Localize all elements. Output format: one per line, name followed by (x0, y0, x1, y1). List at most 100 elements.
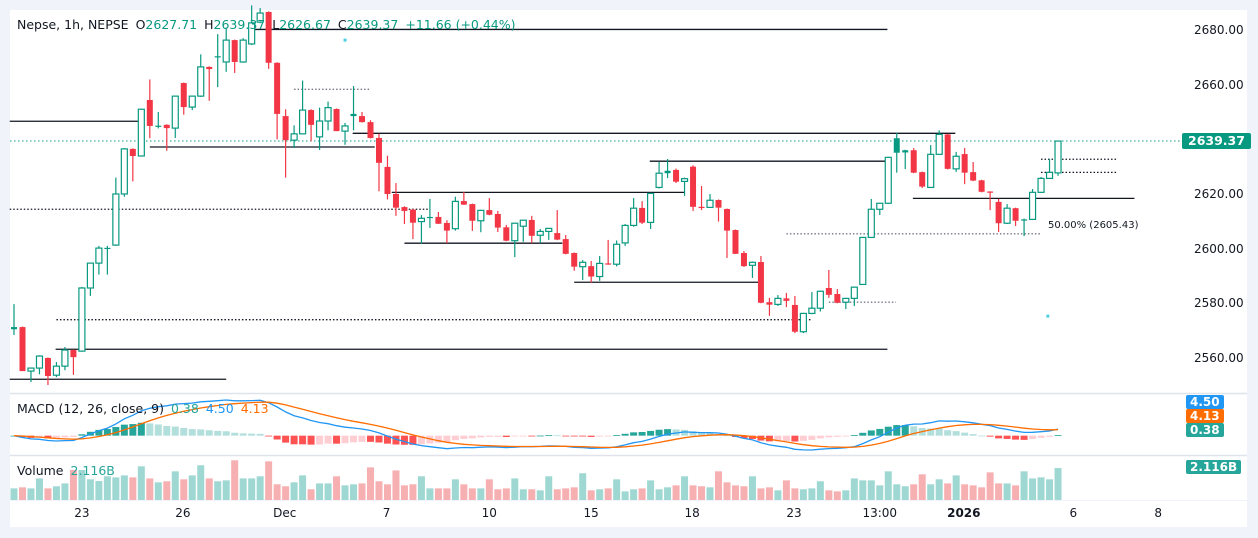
volume-bar (426, 488, 434, 500)
volume-bar (409, 484, 417, 500)
macd-histogram-bar (986, 435, 994, 437)
volume-value: 2.116B (70, 463, 115, 478)
macd-histogram-bar (392, 435, 400, 445)
volume-bar (366, 467, 374, 500)
volume-bar (706, 487, 714, 500)
volume-bar (901, 486, 909, 500)
volume-bar (952, 475, 960, 500)
macd-histogram-bar (944, 430, 952, 436)
volume-bar (163, 481, 171, 500)
candle-body (690, 166, 697, 207)
volume-bar (180, 479, 188, 500)
volume-bar (273, 484, 281, 500)
candle-body (596, 262, 604, 278)
candle-body (859, 236, 867, 286)
volume-bar (969, 485, 977, 500)
macd-histogram-bar (935, 428, 943, 436)
candle-body (528, 219, 535, 236)
macd-histogram-bar (171, 426, 179, 436)
volume-bar (842, 490, 850, 500)
volume-bar (579, 473, 587, 500)
candle-body (503, 227, 510, 241)
macd-legend[interactable]: MACD (12, 26, close, 9) 0.38 4.50 4.13 (17, 401, 276, 416)
candle-body (95, 247, 103, 264)
candle-body (239, 39, 247, 63)
last-price-tag: 2639.37 (1182, 133, 1251, 149)
volume-bar (265, 461, 273, 500)
volume-bar (799, 489, 807, 500)
symbol-title[interactable]: Nepse, 1h, NEPSE (17, 17, 129, 32)
candle-body (740, 253, 747, 267)
volume-bar (205, 478, 213, 500)
volume-bar (884, 471, 892, 500)
candle-body (791, 304, 798, 332)
macd-histogram-bar (188, 429, 196, 436)
candle-body (774, 297, 782, 305)
macd-histogram-bar (901, 424, 909, 436)
fib-level-label[interactable]: 50.00% (2605.43) (1048, 220, 1139, 231)
macd-histogram-bar (248, 433, 256, 436)
volume-bar (562, 488, 570, 500)
volume-bar (171, 471, 179, 500)
volume-bar (978, 487, 986, 500)
price-axis-label: 2680.00 (1194, 23, 1244, 37)
macd-histogram-bar (197, 429, 205, 436)
time-axis-label: 8 (1154, 506, 1162, 520)
macd-histogram-bar (44, 435, 52, 439)
candle-body (613, 243, 621, 265)
volume-bar (95, 480, 103, 500)
macd-value: 4.50 (205, 401, 234, 416)
macd-histogram-bar (927, 428, 935, 436)
macd-histogram-bar (1046, 435, 1054, 437)
candle-body (401, 207, 408, 211)
macd-histogram-bar (876, 428, 884, 436)
volume-bar (698, 486, 706, 500)
chart-marker (343, 38, 347, 42)
volume-bar (859, 480, 867, 500)
candle-body (519, 219, 527, 227)
macd-histogram-bar (451, 435, 459, 441)
volume-bar (647, 480, 655, 500)
macd-histogram-bar (383, 435, 391, 444)
volume-legend[interactable]: Volume 2.116B (17, 463, 122, 478)
macd-histogram-bar (698, 432, 706, 436)
macd-histogram-bar (1037, 435, 1045, 438)
candle-body (655, 172, 663, 189)
volume-bar (129, 477, 137, 500)
macd-histogram-bar (324, 435, 332, 444)
high-label: H (204, 17, 214, 32)
macd-histogram-bar (1054, 435, 1062, 436)
macd-histogram-bar (256, 433, 264, 436)
macd-histogram-bar (1012, 435, 1020, 440)
macd-histogram-bar (833, 435, 841, 437)
volume-bar (69, 469, 77, 500)
volume-bar (791, 488, 799, 500)
volume-bar (443, 488, 451, 500)
volume-bar (137, 466, 145, 500)
candle-body (935, 133, 943, 155)
candle-body (333, 108, 340, 132)
candle-body (646, 192, 655, 224)
macd-histogram-bar (596, 435, 604, 437)
candle-body (808, 307, 816, 315)
macd-histogram-bar (154, 424, 162, 436)
macd-histogram-bar (1029, 435, 1037, 439)
volume-bar (630, 489, 638, 500)
macd-histogram-bar (273, 435, 281, 440)
volume-bar (222, 480, 230, 500)
candle-body (867, 208, 875, 239)
candle-body (206, 66, 213, 70)
candle-body (511, 222, 519, 242)
candle-body (680, 178, 689, 183)
volume-bar (239, 478, 247, 500)
macd-histogram-bar (579, 435, 587, 437)
candle-body (180, 83, 187, 108)
volume-bar (723, 482, 731, 500)
macd-histogram-bar (842, 435, 850, 437)
candle-body (910, 150, 917, 173)
candle-body (1037, 177, 1045, 193)
macd-histogram-bar (129, 424, 137, 436)
volume-bar (494, 489, 502, 500)
candle-body (477, 209, 485, 222)
